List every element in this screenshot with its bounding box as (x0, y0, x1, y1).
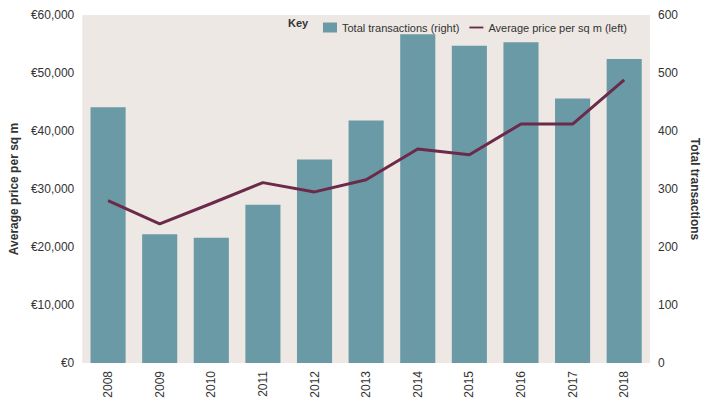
svg-text:2016: 2016 (514, 371, 528, 398)
svg-text:€20,000: €20,000 (31, 240, 75, 254)
svg-text:600: 600 (658, 8, 678, 22)
svg-text:Key: Key (288, 17, 309, 29)
svg-text:2017: 2017 (566, 371, 580, 398)
svg-text:Total transactions: Total transactions (688, 138, 702, 241)
svg-text:Average price per sq m: Average price per sq m (7, 123, 21, 255)
svg-text:€50,000: €50,000 (31, 66, 75, 80)
svg-text:2014: 2014 (411, 371, 425, 398)
svg-text:2010: 2010 (204, 371, 218, 398)
svg-text:2009: 2009 (153, 371, 167, 398)
svg-text:2015: 2015 (462, 371, 476, 398)
svg-text:2018: 2018 (617, 371, 631, 398)
svg-text:€10,000: €10,000 (31, 298, 75, 312)
svg-text:€30,000: €30,000 (31, 182, 75, 196)
svg-text:2013: 2013 (359, 371, 373, 398)
svg-text:2012: 2012 (308, 371, 322, 398)
svg-text:500: 500 (658, 66, 678, 80)
svg-text:0: 0 (658, 356, 665, 370)
svg-text:2011: 2011 (256, 371, 270, 397)
svg-text:€40,000: €40,000 (31, 124, 75, 138)
svg-text:Average price per sq m (left): Average price per sq m (left) (488, 22, 627, 34)
svg-text:€0: €0 (61, 356, 75, 370)
svg-text:100: 100 (658, 298, 678, 312)
svg-text:200: 200 (658, 240, 678, 254)
svg-text:€60,000: €60,000 (31, 8, 75, 22)
svg-text:400: 400 (658, 124, 678, 138)
svg-text:2008: 2008 (101, 371, 115, 398)
svg-text:300: 300 (658, 182, 678, 196)
svg-text:Total transactions (right): Total transactions (right) (342, 22, 459, 34)
